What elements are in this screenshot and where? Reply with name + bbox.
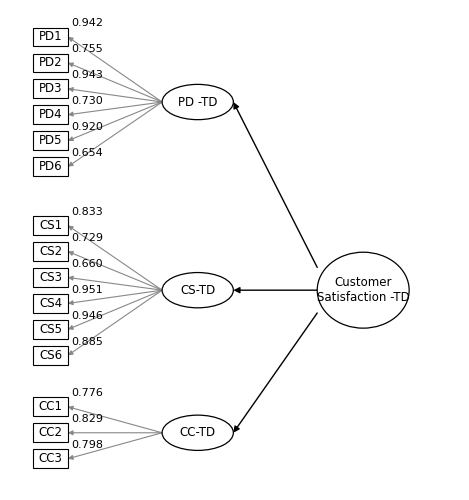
- Text: 0.942: 0.942: [72, 18, 104, 28]
- Text: PD3: PD3: [39, 82, 62, 96]
- Text: 0.654: 0.654: [72, 148, 103, 158]
- Text: CC-TD: CC-TD: [180, 426, 216, 440]
- FancyBboxPatch shape: [33, 320, 68, 338]
- Text: PD1: PD1: [39, 30, 62, 44]
- Text: CS3: CS3: [39, 271, 62, 284]
- FancyBboxPatch shape: [33, 268, 68, 287]
- Text: CS5: CS5: [39, 323, 62, 336]
- FancyBboxPatch shape: [33, 106, 68, 124]
- FancyBboxPatch shape: [33, 80, 68, 98]
- Text: CS6: CS6: [39, 349, 62, 362]
- Text: PD5: PD5: [39, 134, 62, 147]
- Text: CS4: CS4: [39, 297, 62, 310]
- Ellipse shape: [162, 84, 234, 120]
- Ellipse shape: [162, 272, 234, 308]
- Text: CC3: CC3: [39, 452, 62, 465]
- Text: 0.951: 0.951: [72, 284, 103, 294]
- FancyBboxPatch shape: [33, 158, 68, 176]
- FancyBboxPatch shape: [33, 216, 68, 235]
- Text: 0.829: 0.829: [72, 414, 104, 424]
- Text: Customer
Satisfaction -TD: Customer Satisfaction -TD: [317, 276, 409, 304]
- Text: PD -TD: PD -TD: [178, 96, 218, 108]
- Text: 0.885: 0.885: [72, 336, 104, 346]
- Text: PD6: PD6: [39, 160, 62, 173]
- Text: 0.730: 0.730: [72, 96, 103, 106]
- Text: 0.920: 0.920: [72, 122, 104, 132]
- Text: CS2: CS2: [39, 245, 62, 258]
- Text: 0.833: 0.833: [72, 206, 103, 216]
- Text: 0.946: 0.946: [72, 310, 104, 320]
- FancyBboxPatch shape: [33, 54, 68, 72]
- Text: CS1: CS1: [39, 219, 62, 232]
- Text: 0.943: 0.943: [72, 70, 104, 80]
- Text: CC2: CC2: [38, 426, 63, 440]
- Text: 0.729: 0.729: [72, 232, 104, 242]
- Ellipse shape: [162, 415, 234, 450]
- FancyBboxPatch shape: [33, 424, 68, 442]
- Text: CS-TD: CS-TD: [180, 284, 215, 296]
- FancyBboxPatch shape: [33, 242, 68, 261]
- FancyBboxPatch shape: [33, 132, 68, 150]
- FancyBboxPatch shape: [33, 398, 68, 416]
- Text: PD2: PD2: [39, 56, 62, 70]
- Ellipse shape: [317, 252, 409, 328]
- Text: 0.660: 0.660: [72, 258, 103, 268]
- FancyBboxPatch shape: [33, 450, 68, 468]
- Text: 0.798: 0.798: [72, 440, 104, 450]
- FancyBboxPatch shape: [33, 294, 68, 312]
- Text: 0.755: 0.755: [72, 44, 103, 54]
- Text: 0.776: 0.776: [72, 388, 104, 398]
- FancyBboxPatch shape: [33, 28, 68, 46]
- Text: PD4: PD4: [39, 108, 62, 122]
- Text: CC1: CC1: [38, 400, 63, 413]
- FancyBboxPatch shape: [33, 346, 68, 364]
